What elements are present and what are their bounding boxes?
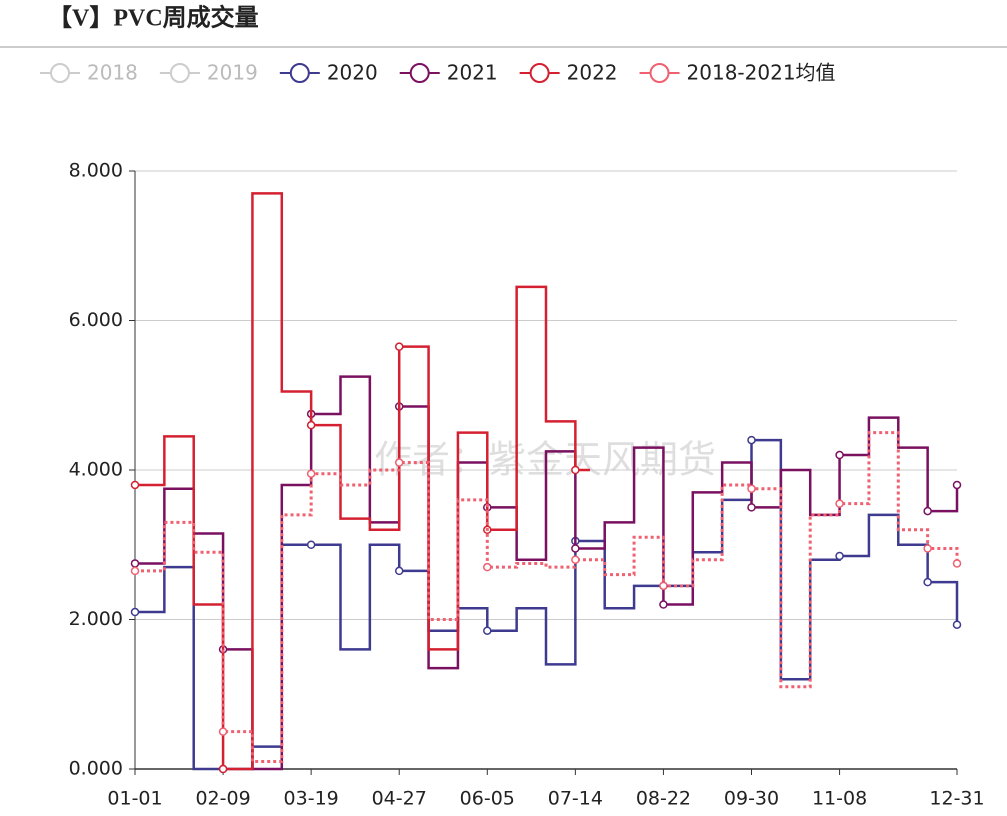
point-marker bbox=[394, 566, 404, 576]
point-marker bbox=[571, 465, 580, 475]
point-marker bbox=[394, 342, 404, 351]
legend-label: 2018-2021均值 bbox=[687, 61, 836, 85]
point-marker bbox=[952, 559, 962, 568]
point-marker bbox=[571, 544, 580, 553]
legend-label: 2020 bbox=[327, 61, 378, 85]
x-tick-label: 08-22 bbox=[636, 788, 691, 810]
point-marker bbox=[835, 499, 844, 508]
point-marker bbox=[571, 555, 580, 564]
x-tick-label: 02-09 bbox=[195, 788, 250, 810]
point-marker bbox=[747, 484, 756, 493]
y-tick-label: 2.000 bbox=[69, 608, 123, 630]
y-tick-label: 0.000 bbox=[69, 758, 123, 780]
legend-marker bbox=[289, 63, 310, 83]
point-marker bbox=[952, 620, 962, 629]
legend-marker bbox=[50, 63, 70, 83]
y-tick-label: 6.000 bbox=[69, 309, 123, 331]
point-marker bbox=[659, 581, 668, 591]
point-marker bbox=[483, 562, 492, 572]
point-marker bbox=[747, 435, 756, 445]
x-tick-label: 12-31 bbox=[929, 788, 984, 810]
point-marker bbox=[923, 577, 932, 587]
legend-marker bbox=[409, 63, 430, 83]
x-tick-label: 04-27 bbox=[372, 788, 427, 810]
point-marker bbox=[306, 540, 316, 549]
y-tick-label: 4.000 bbox=[69, 459, 123, 481]
point-marker bbox=[835, 551, 844, 561]
legend-label: 2018 bbox=[87, 61, 138, 85]
point-marker bbox=[306, 469, 316, 478]
x-tick-label: 09-30 bbox=[724, 788, 779, 810]
point-marker bbox=[952, 480, 962, 490]
point-marker bbox=[130, 607, 140, 617]
x-tick-label: 01-01 bbox=[107, 788, 162, 810]
point-marker bbox=[747, 503, 756, 512]
x-tick-label: 03-19 bbox=[284, 788, 339, 810]
x-tick-label: 11-08 bbox=[812, 788, 867, 810]
x-tick-label: 07-14 bbox=[548, 788, 603, 810]
point-marker bbox=[218, 764, 228, 774]
legend-label: 2019 bbox=[207, 61, 258, 85]
legend-marker bbox=[649, 63, 670, 83]
point-marker bbox=[835, 450, 844, 460]
point-marker bbox=[130, 566, 140, 576]
point-marker bbox=[659, 600, 668, 609]
x-tick-label: 06-05 bbox=[460, 788, 515, 810]
point-marker bbox=[306, 420, 316, 430]
point-marker bbox=[923, 544, 932, 553]
point-marker bbox=[218, 727, 228, 736]
point-marker bbox=[130, 559, 140, 568]
legend-label: 2022 bbox=[567, 61, 618, 85]
legend-label: 2021 bbox=[447, 61, 498, 85]
series-line bbox=[135, 431, 959, 764]
legend-marker bbox=[529, 63, 550, 83]
chart-title: 【V】PVC周成交量 bbox=[48, 4, 259, 32]
y-tick-label: 8.000 bbox=[69, 160, 123, 182]
point-marker bbox=[923, 506, 932, 516]
point-marker bbox=[483, 626, 492, 635]
legend-marker bbox=[169, 63, 190, 83]
point-marker bbox=[394, 458, 404, 467]
series-line bbox=[135, 375, 959, 771]
point-marker bbox=[130, 480, 140, 490]
